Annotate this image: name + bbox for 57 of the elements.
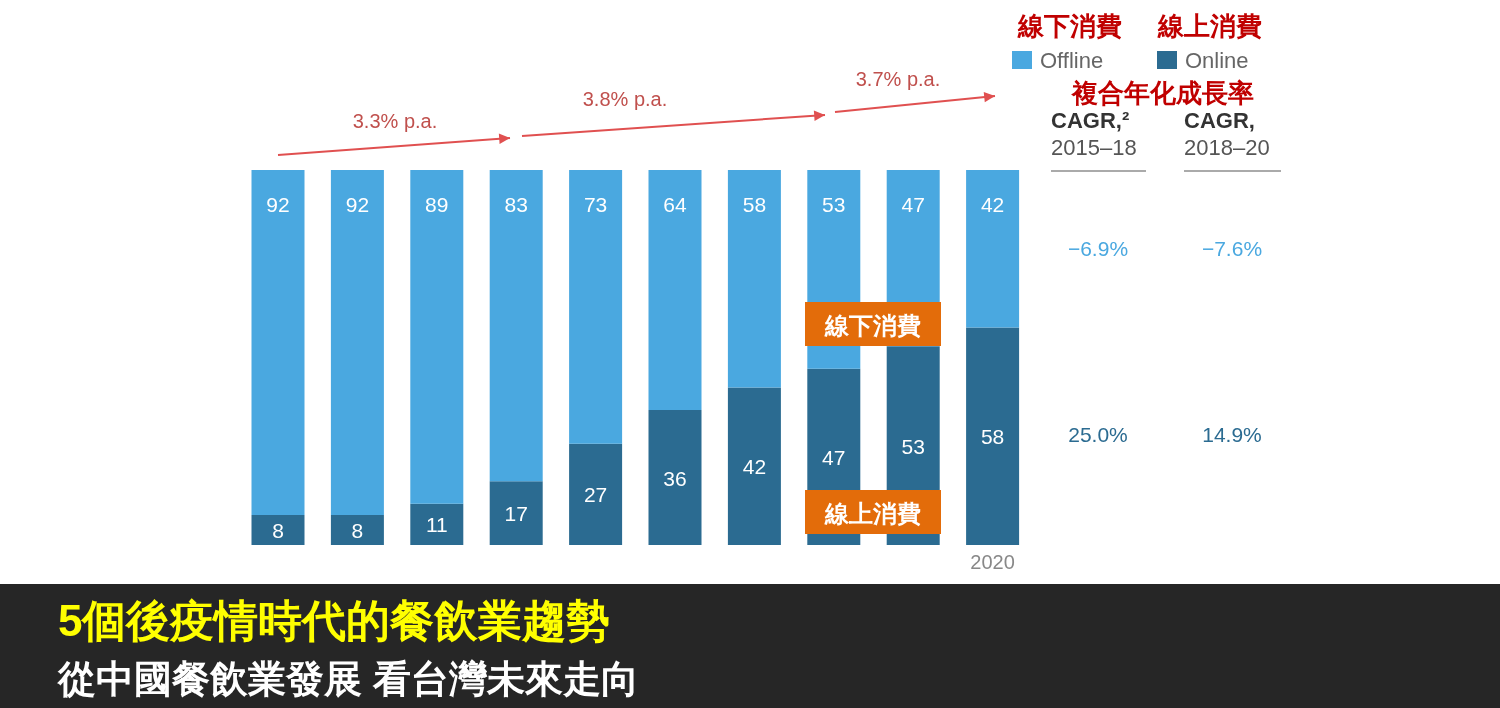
bar (410, 170, 464, 504)
text: CAGR,² (1051, 108, 1130, 133)
bar (569, 443, 623, 545)
data-label: 47 (822, 445, 846, 469)
bar (330, 515, 384, 545)
text: 從中國餐飲業發展 看台灣未來走向 (57, 658, 639, 700)
data-label: 92 (345, 193, 370, 216)
bar (648, 170, 702, 410)
bar (727, 170, 781, 388)
data-label: 92 (266, 193, 290, 216)
legend-label: Online (1185, 48, 1249, 73)
x-tick-label: 2020 (970, 551, 1015, 573)
data-label: 83 (504, 193, 528, 216)
legend-label: Offline (1040, 48, 1104, 73)
data-label: 11 (425, 513, 448, 537)
bar (648, 410, 702, 545)
data-label: 17 (504, 502, 528, 526)
text: 3.3% p.a. (352, 110, 438, 132)
data-label: 53 (822, 193, 846, 216)
bar (410, 503, 464, 545)
data-label: 64 (663, 193, 687, 216)
text: 線下消費 (1017, 11, 1122, 41)
text: −7.6% (1201, 237, 1263, 260)
bar (569, 170, 623, 444)
bar (966, 327, 1020, 545)
data-label: 58 (742, 193, 767, 216)
annotation: 線下消費 (824, 312, 921, 339)
bar (489, 170, 543, 482)
data-label: 47 (901, 193, 925, 216)
data-label: 8 (272, 519, 284, 542)
data-label: 73 (583, 193, 608, 216)
bar (966, 170, 1020, 328)
text: 線上消費 (1157, 11, 1262, 41)
annotation: 線上消費 (824, 500, 921, 527)
bar (251, 170, 305, 515)
bar (727, 387, 781, 545)
text: 3.7% p.a. (855, 68, 941, 90)
data-label: 89 (425, 193, 449, 216)
data-label: 42 (742, 455, 767, 479)
data-label: 58 (980, 425, 1005, 449)
text: 5個後疫情時代的餐飲業趨勢 (58, 596, 611, 645)
data-label: 8 (351, 519, 364, 542)
text: 2018–20 (1184, 135, 1270, 160)
text: 2015–18 (1051, 135, 1137, 160)
data-label: 53 (901, 434, 925, 458)
text: 3.8% p.a. (582, 88, 668, 110)
data-label: 27 (583, 483, 608, 507)
bar (251, 515, 305, 545)
text: 複合年化成長率 (1071, 78, 1254, 108)
data-label: 36 (663, 466, 687, 490)
bar (489, 481, 543, 545)
text: −6.9% (1067, 237, 1129, 260)
text: CAGR, (1184, 108, 1255, 133)
data-label: 42 (980, 193, 1005, 216)
bar (330, 170, 384, 515)
text: 14.9% (1202, 423, 1262, 446)
text: 25.0% (1068, 423, 1128, 446)
